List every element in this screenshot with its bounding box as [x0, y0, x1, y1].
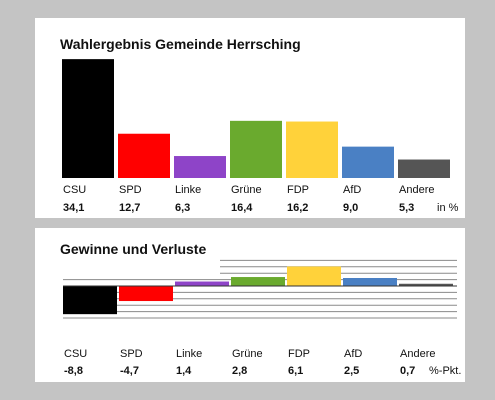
category-label: Andere	[400, 348, 435, 360]
unit-label: %-Pkt.	[429, 365, 461, 377]
category-label: AfD	[343, 184, 361, 196]
bar	[287, 266, 341, 286]
value-label: 0,7	[400, 365, 415, 377]
category-label: Grüne	[231, 184, 262, 196]
bar	[399, 283, 453, 286]
bar	[174, 156, 226, 178]
results-panel: Wahlergebnis Gemeinde Herrsching CSU 34,1…	[35, 18, 465, 218]
value-label: 16,2	[287, 202, 308, 214]
unit-label: in %	[437, 202, 459, 214]
bar	[286, 121, 338, 178]
bar	[175, 281, 229, 286]
value-label: 6,1	[288, 365, 303, 377]
bar	[119, 286, 173, 302]
category-label: SPD	[120, 348, 143, 360]
chart-title: Wahlergebnis Gemeinde Herrsching	[60, 36, 301, 52]
category-label: Linke	[175, 184, 201, 196]
value-label: 2,8	[232, 365, 247, 377]
chart-title: Gewinne und Verluste	[60, 241, 207, 257]
value-label: 9,0	[343, 202, 358, 214]
value-label: -4,7	[120, 365, 139, 377]
bar	[342, 146, 394, 178]
category-label: Andere	[399, 184, 434, 196]
value-label: 16,4	[231, 202, 253, 214]
bar	[230, 120, 282, 178]
category-label: AfD	[344, 348, 362, 360]
bar	[398, 159, 450, 178]
value-label: 1,4	[176, 365, 192, 377]
value-label: 34,1	[63, 202, 84, 214]
bar	[62, 59, 114, 178]
bar	[231, 277, 285, 286]
bar	[343, 278, 397, 286]
category-label: FDP	[287, 184, 309, 196]
category-label: CSU	[63, 184, 86, 196]
bar	[118, 133, 170, 178]
category-label: SPD	[119, 184, 142, 196]
value-label: -8,8	[64, 365, 83, 377]
value-label: 5,3	[399, 202, 414, 214]
value-label: 12,7	[119, 202, 140, 214]
category-label: Linke	[176, 348, 202, 360]
value-label: 6,3	[175, 202, 190, 214]
changes-panel: Gewinne und Verluste CSU -8,8 SPD -4,7 Linke…	[35, 228, 465, 382]
value-label: 2,5	[344, 365, 359, 377]
category-label: CSU	[64, 348, 87, 360]
results-chart: CSU 34,1 SPD 12,7 Linke 6,3 Grüne 16,4 FDP 16,2 Af…	[62, 59, 459, 214]
category-label: FDP	[288, 348, 310, 360]
category-label: Grüne	[232, 348, 263, 360]
bar	[63, 286, 117, 315]
changes-chart: CSU -8,8 SPD -4,7 Linke 1,4 Grüne 2,8 FDP 6,1 AfD 2…	[63, 259, 461, 377]
